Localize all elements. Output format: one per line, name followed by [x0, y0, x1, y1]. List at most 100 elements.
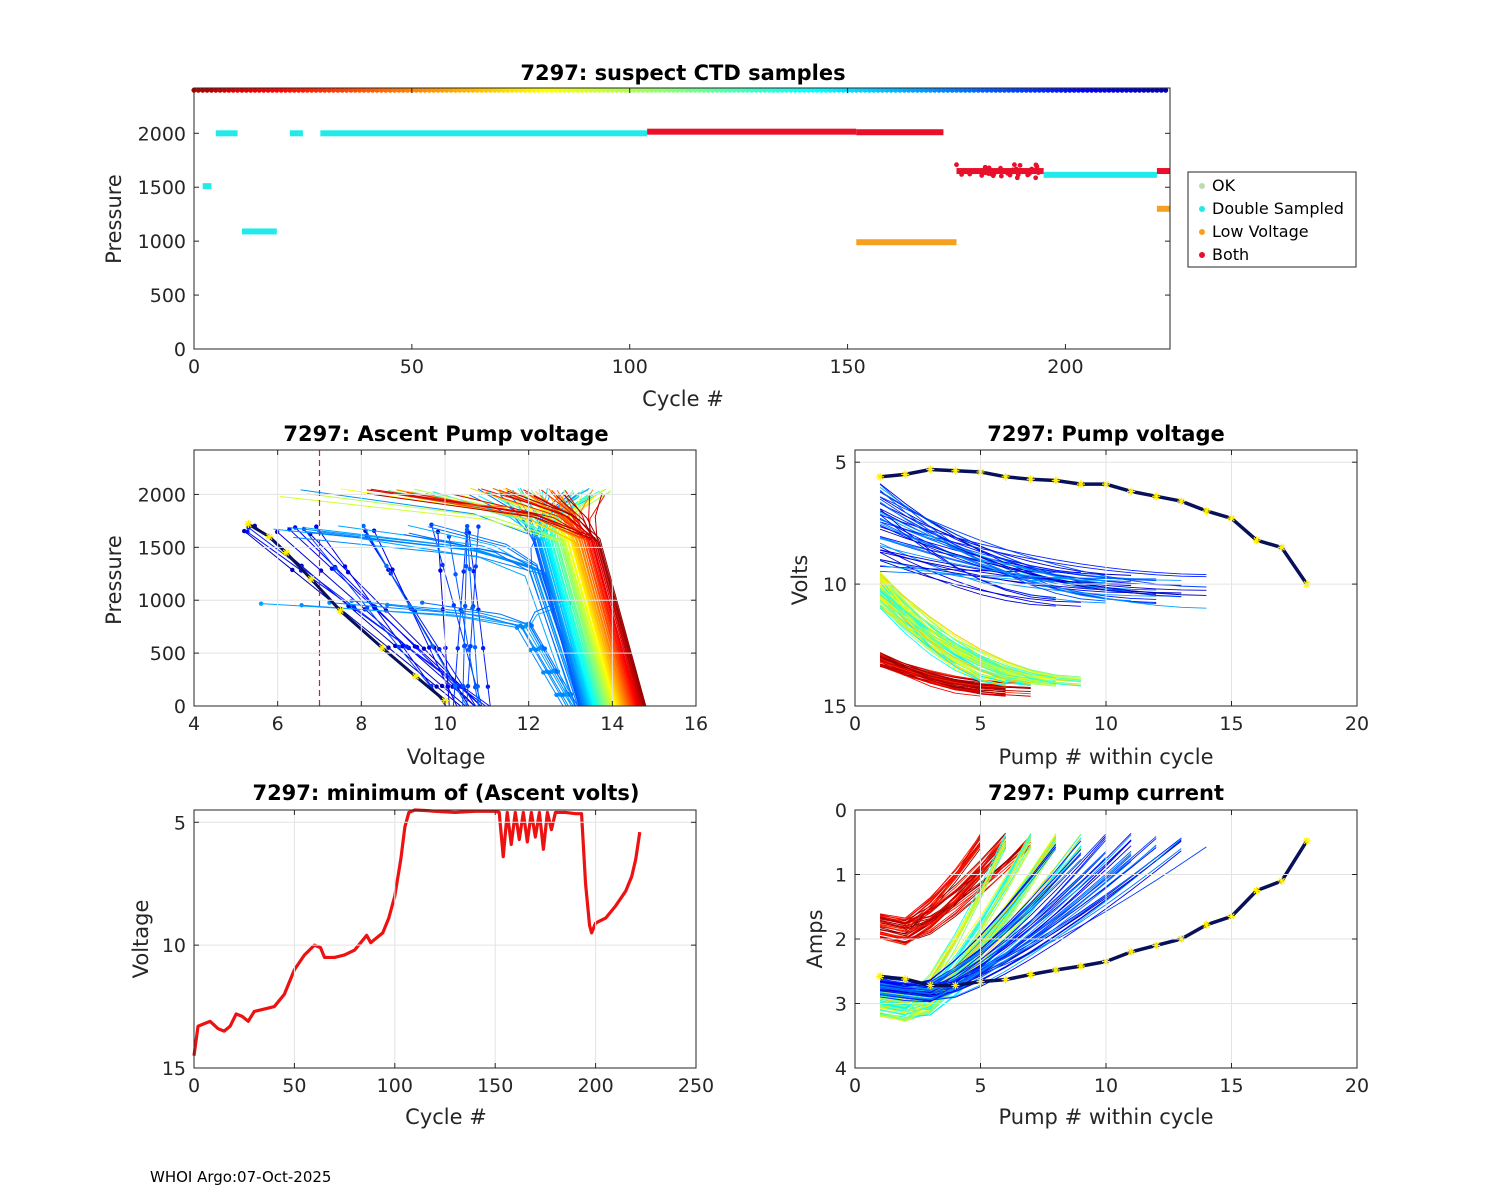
ascent-point-0-18-4 [462, 603, 468, 609]
cycle-marker-147 [831, 87, 838, 93]
minimum-ascent-volts-panel: 7297: minimum of (Ascent volts) Cycle # … [129, 781, 714, 1129]
cycle-marker-161 [892, 87, 899, 93]
ascent-point-0-16-2 [473, 564, 479, 569]
cycle-marker-139 [797, 87, 803, 93]
pumpv-pump-series-83 [879, 606, 1031, 687]
pump-current-panel: 7297: Pump current Pump # within cycle A… [803, 781, 1369, 1129]
ascent-profile-3-79 [385, 492, 633, 707]
pumpi-pump-series-5 [880, 834, 981, 922]
ascent-xlabel: Voltage [407, 745, 486, 769]
legend-low-marker [1199, 229, 1205, 235]
cycle-marker-87 [570, 87, 576, 93]
cycle-marker-53 [422, 87, 428, 93]
ascent-point-0-17-4 [364, 605, 370, 610]
ascent-profile-0-3 [309, 533, 482, 707]
cycle-marker-177 [962, 87, 968, 93]
cycle-marker-205 [1084, 87, 1090, 93]
flag-band-double-0 [202, 183, 212, 190]
pumpv-pump-series-41 [879, 663, 1006, 686]
pumpv-highlight-star-10 [1127, 487, 1136, 496]
ascent-point-1-4-0 [420, 600, 425, 605]
cycle-marker-207 [1093, 87, 1099, 93]
cycle-marker-102 [635, 87, 642, 93]
cycle-marker-130 [757, 87, 764, 93]
ascent-point-0-11-6 [437, 646, 442, 652]
pumpv-highlight-star-3 [951, 466, 960, 475]
cycle-marker-194 [1036, 87, 1042, 93]
cycle-marker-113 [683, 87, 689, 93]
cycle-marker-164 [905, 87, 912, 93]
cycle-marker-214 [1123, 87, 1130, 93]
cycle-marker-38 [356, 87, 363, 93]
cycle-marker-217 [1136, 87, 1143, 93]
cycle-marker-222 [1158, 87, 1164, 93]
cycle-marker-141 [805, 87, 811, 93]
cycle-marker-186 [1001, 87, 1008, 93]
cycle-marker-112 [679, 87, 685, 93]
ascent-point-0-3-6 [421, 646, 427, 651]
cycle-marker-196 [1045, 87, 1051, 93]
cycle-marker-85 [561, 87, 567, 93]
cycle-marker-115 [692, 87, 698, 93]
flag-band-double-4 [320, 130, 648, 137]
ascent-xtick-label-0: 4 [188, 713, 200, 735]
pumpi-pump-series-37 [880, 838, 981, 919]
cycle-marker-168 [923, 87, 929, 93]
cycle-marker-4 [208, 87, 215, 93]
both-sample-0 [954, 162, 959, 168]
cycle-marker-70 [496, 87, 502, 93]
pumpi-xtick-label-3: 15 [1219, 1075, 1243, 1097]
ascent-ytick-label-4: 2000 [138, 484, 186, 506]
flag-band-both-8 [956, 168, 1044, 175]
cycle-marker-190 [1019, 87, 1025, 93]
pumpi-pump-series-159 [880, 834, 1132, 1000]
cycle-marker-198 [1054, 87, 1060, 93]
pumpv-pump-series-153 [879, 514, 1056, 599]
pumpv-pump-series-130 [880, 549, 1207, 591]
cycle-marker-96 [609, 87, 615, 93]
suspect-ytick-label-2: 1000 [138, 231, 186, 253]
cycle-marker-119 [709, 87, 716, 93]
ascent-point-1-1-6 [541, 670, 546, 675]
cycle-marker-169 [927, 87, 933, 93]
cycle-marker-126 [740, 87, 746, 93]
pumpv-pump-series-118 [879, 552, 1056, 607]
pumpv-ylabel: Volts [788, 555, 812, 606]
cycle-marker-192 [1027, 87, 1034, 93]
cycle-marker-35 [343, 87, 350, 93]
pumpi-pump-series-145 [880, 851, 1107, 992]
ascent-point-1-7-8 [557, 692, 563, 697]
cycle-marker-202 [1071, 87, 1077, 93]
cycle-marker-45 [387, 87, 393, 93]
cycle-marker-69 [492, 87, 498, 93]
ascent-profile-0-8 [315, 526, 446, 707]
legend-both-label: Both [1212, 245, 1249, 264]
cycle-marker-179 [971, 87, 977, 93]
ascent-point-0-12-6 [480, 646, 486, 651]
cycle-marker-24 [295, 87, 302, 93]
ascent-ytick-label-3: 1500 [138, 537, 186, 559]
both-sample-4 [1019, 167, 1025, 173]
cycle-marker-151 [849, 87, 855, 93]
cycle-marker-174 [949, 87, 955, 93]
ascent-profile-1-7 [329, 602, 567, 707]
pumpv-pump-series-143 [880, 559, 1182, 594]
suspect-ytick-label-1: 500 [150, 285, 186, 307]
pumpv-pump-series-94 [879, 586, 1006, 681]
ascent-profile-3-49 [526, 496, 613, 707]
ascent-point-0-20-8 [475, 684, 480, 689]
cycle-marker-123 [727, 87, 733, 93]
ascent-profile-2-13 [408, 532, 576, 707]
ascent-point-1-7-6 [544, 669, 549, 674]
pumpv-xtick-label-3: 15 [1219, 713, 1243, 735]
cycle-marker-91 [587, 87, 594, 93]
pumpi-highlight-star-7 [1051, 965, 1060, 974]
ascent-point-0-14-6 [455, 646, 460, 651]
cycle-marker-136 [783, 87, 790, 93]
cycle-marker-97 [614, 87, 620, 93]
cycle-marker-7 [221, 87, 228, 93]
ascent-point-0-12-2 [471, 568, 476, 574]
cycle-marker-142 [810, 87, 816, 93]
cycle-marker-73 [509, 87, 515, 93]
cycle-marker-81 [544, 87, 550, 93]
